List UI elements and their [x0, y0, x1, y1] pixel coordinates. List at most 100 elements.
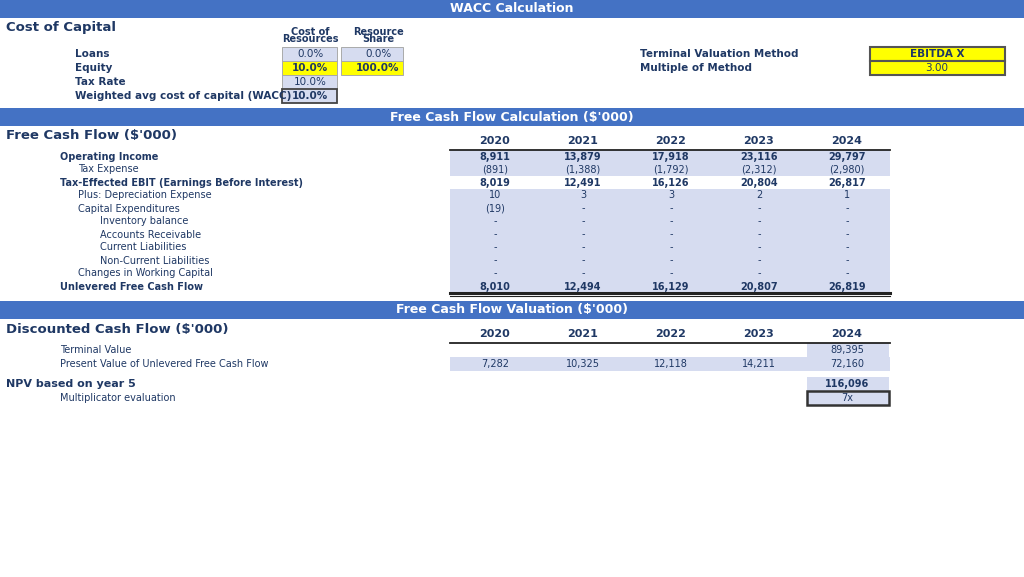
Bar [450, 228, 890, 241]
Text: -: - [582, 216, 585, 227]
Text: Capital Expenditures: Capital Expenditures [78, 204, 180, 213]
Text: Accounts Receivable: Accounts Receivable [100, 230, 201, 239]
Bar [450, 267, 890, 280]
Text: Cost of: Cost of [291, 27, 330, 37]
Text: -: - [670, 256, 673, 265]
Text: 2024: 2024 [831, 329, 862, 339]
Text: -: - [845, 216, 849, 227]
Bar [341, 61, 403, 75]
Text: Unlevered Free Cash Flow: Unlevered Free Cash Flow [60, 282, 203, 291]
Text: 13,879: 13,879 [564, 152, 602, 162]
Bar [450, 254, 890, 267]
Bar [0, 0, 1024, 18]
Text: Free Cash Flow ($'000): Free Cash Flow ($'000) [6, 129, 177, 143]
Text: 12,118: 12,118 [654, 359, 688, 369]
Text: 7x: 7x [841, 393, 853, 403]
Text: (2,312): (2,312) [741, 164, 777, 174]
Text: (1,388): (1,388) [565, 164, 601, 174]
Text: 0.0%: 0.0% [297, 49, 324, 59]
Text: Cost of Capital: Cost of Capital [6, 21, 116, 35]
Text: 2024: 2024 [831, 136, 862, 146]
Text: Tax Rate: Tax Rate [75, 77, 126, 87]
Bar [450, 357, 890, 371]
Text: 26,817: 26,817 [828, 178, 866, 188]
Bar [282, 89, 337, 103]
Text: Changes in Working Capital: Changes in Working Capital [78, 268, 213, 279]
Text: 12,491: 12,491 [564, 178, 602, 188]
Text: -: - [494, 268, 497, 279]
Text: -: - [845, 204, 849, 213]
Text: -: - [582, 204, 585, 213]
Text: 89,395: 89,395 [830, 345, 864, 355]
Text: 2022: 2022 [655, 136, 686, 146]
Text: 3: 3 [668, 190, 674, 200]
Text: 116,096: 116,096 [825, 379, 869, 389]
Text: Weighted avg cost of capital (WACC): Weighted avg cost of capital (WACC) [75, 91, 292, 101]
Bar [450, 215, 890, 228]
Bar [450, 163, 890, 176]
Text: 14,211: 14,211 [742, 359, 776, 369]
Text: (1,792): (1,792) [653, 164, 689, 174]
Text: EBITDA X: EBITDA X [909, 49, 965, 59]
Text: -: - [494, 216, 497, 227]
Bar [807, 391, 889, 405]
Text: Terminal Value: Terminal Value [60, 345, 131, 355]
Text: -: - [845, 230, 849, 239]
Text: -: - [845, 268, 849, 279]
Text: Equity: Equity [75, 63, 113, 73]
Text: 26,819: 26,819 [828, 282, 866, 291]
Text: (19): (19) [485, 204, 505, 213]
Text: Non-Current Liabilities: Non-Current Liabilities [100, 256, 209, 265]
Text: -: - [494, 242, 497, 253]
Text: 29,797: 29,797 [828, 152, 865, 162]
Bar [0, 108, 1024, 126]
Text: Resources: Resources [282, 34, 338, 44]
Text: Free Cash Flow Valuation ($'000): Free Cash Flow Valuation ($'000) [396, 304, 628, 317]
Text: 7,282: 7,282 [481, 359, 509, 369]
Bar [807, 343, 889, 357]
Text: 20,804: 20,804 [740, 178, 778, 188]
Text: -: - [670, 242, 673, 253]
Text: 72,160: 72,160 [830, 359, 864, 369]
Text: -: - [758, 242, 761, 253]
Text: Loans: Loans [75, 49, 110, 59]
Bar [282, 75, 337, 89]
Text: -: - [845, 256, 849, 265]
Text: 3: 3 [580, 190, 586, 200]
Text: (2,980): (2,980) [829, 164, 864, 174]
Text: -: - [670, 268, 673, 279]
Text: 16,129: 16,129 [652, 282, 690, 291]
Text: WACC Calculation: WACC Calculation [451, 2, 573, 16]
Text: NPV based on year 5: NPV based on year 5 [6, 379, 136, 389]
Text: 2: 2 [756, 190, 762, 200]
Text: 10,325: 10,325 [566, 359, 600, 369]
Text: -: - [670, 230, 673, 239]
Bar [282, 61, 337, 75]
Bar [870, 47, 1005, 61]
Bar [870, 61, 1005, 75]
Text: Inventory balance: Inventory balance [100, 216, 188, 227]
Text: 10: 10 [488, 190, 501, 200]
Text: -: - [670, 216, 673, 227]
Text: -: - [670, 204, 673, 213]
Text: Share: Share [361, 34, 394, 44]
Text: Plus: Depreciation Expense: Plus: Depreciation Expense [78, 190, 212, 200]
Bar [450, 189, 890, 202]
Text: Operating Income: Operating Income [60, 152, 159, 162]
Text: 2021: 2021 [567, 329, 598, 339]
Text: Resource: Resource [352, 27, 403, 37]
Text: -: - [582, 242, 585, 253]
Text: 17,918: 17,918 [652, 152, 690, 162]
Text: 2020: 2020 [479, 329, 510, 339]
Text: Free Cash Flow Calculation ($'000): Free Cash Flow Calculation ($'000) [390, 111, 634, 123]
Text: 0.0%: 0.0% [365, 49, 391, 59]
Text: 2022: 2022 [655, 329, 686, 339]
Text: Multiplicator evaluation: Multiplicator evaluation [60, 393, 176, 403]
Text: 23,116: 23,116 [740, 152, 778, 162]
Text: Tax Expense: Tax Expense [78, 164, 138, 174]
Text: -: - [758, 204, 761, 213]
Text: -: - [845, 242, 849, 253]
Text: (891): (891) [482, 164, 508, 174]
Text: -: - [582, 268, 585, 279]
Text: -: - [494, 256, 497, 265]
